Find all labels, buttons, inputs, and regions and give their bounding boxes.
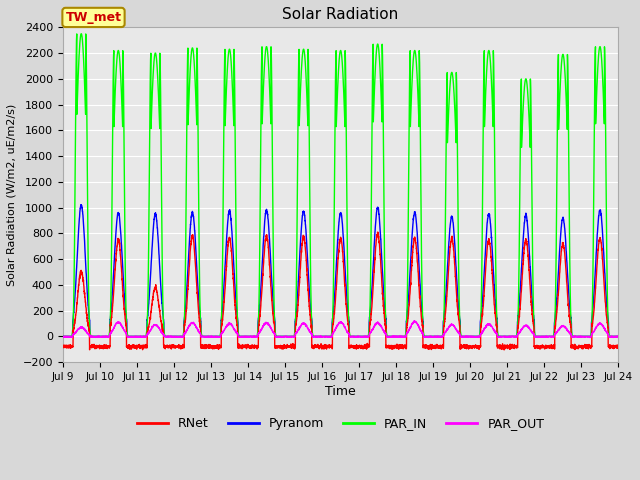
Text: TW_met: TW_met xyxy=(65,11,122,24)
Y-axis label: Solar Radiation (W/m2, uE/m2/s): Solar Radiation (W/m2, uE/m2/s) xyxy=(7,104,17,286)
X-axis label: Time: Time xyxy=(325,384,356,397)
Legend: RNet, Pyranom, PAR_IN, PAR_OUT: RNet, Pyranom, PAR_IN, PAR_OUT xyxy=(132,412,549,435)
Title: Solar Radiation: Solar Radiation xyxy=(282,7,399,22)
